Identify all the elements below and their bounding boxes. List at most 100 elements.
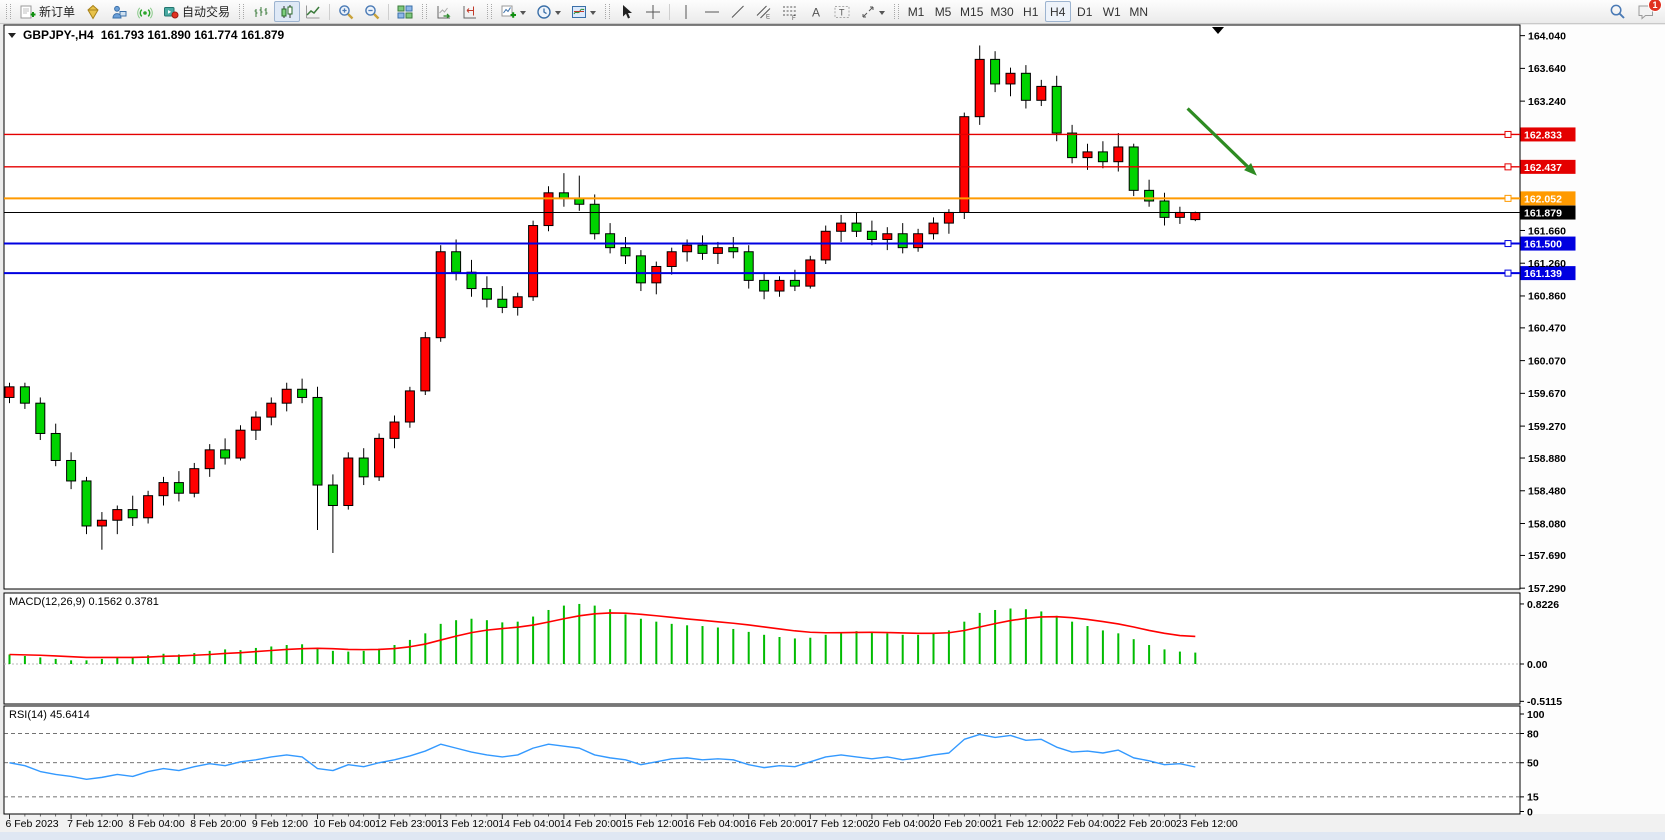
main-chart-panel[interactable] — [3, 24, 1521, 590]
line-handle[interactable] — [1504, 130, 1512, 138]
line-handle[interactable] — [1504, 194, 1512, 202]
candle — [389, 415, 400, 449]
periods-clock-icon — [537, 4, 551, 19]
price-axis[interactable] — [1520, 25, 1665, 814]
arrows-button[interactable] — [855, 1, 890, 22]
candle — [19, 382, 30, 409]
time-axis[interactable] — [0, 814, 1665, 832]
tile-windows-button[interactable] — [392, 1, 418, 22]
symbol-dropdown-icon[interactable] — [8, 33, 16, 42]
ohlc-values: 161.793 161.890 161.774 161.879 — [100, 28, 285, 42]
timeframe-button-h4[interactable]: H4 — [1044, 1, 1071, 22]
chart-shift-marker[interactable] — [1212, 27, 1224, 34]
trend-arrow-annotation[interactable] — [1186, 107, 1257, 176]
candle — [173, 471, 184, 502]
line-handle[interactable] — [1504, 269, 1512, 277]
autotrading-icon — [164, 6, 179, 18]
hline-162.833[interactable] — [4, 130, 1520, 138]
hline-161.139[interactable] — [4, 269, 1520, 277]
price-tick-label: 159.270 — [1528, 421, 1566, 433]
candle — [820, 225, 831, 265]
candle — [512, 292, 523, 316]
vertical-line-button[interactable] — [673, 1, 699, 22]
candle — [1020, 65, 1031, 109]
signals-button[interactable] — [132, 1, 158, 22]
candle — [913, 228, 924, 252]
line-chart-icon — [306, 5, 320, 18]
new-order-button[interactable]: 新订单 — [15, 1, 80, 22]
autotrading-button[interactable]: 自动交易 — [158, 1, 235, 22]
horizontal-line-button[interactable] — [699, 1, 725, 22]
candle — [1097, 141, 1108, 169]
zoom-out-button[interactable] — [359, 1, 385, 22]
candle — [882, 227, 893, 251]
toolbar-grip — [487, 4, 493, 19]
rsi-panel[interactable] — [3, 705, 1521, 815]
svg-text:161.879: 161.879 — [1524, 208, 1562, 220]
timeframe-button-m15[interactable]: M15 — [957, 1, 986, 22]
text-label-button[interactable]: T — [829, 1, 855, 22]
candle — [990, 51, 1001, 93]
candle — [836, 214, 847, 242]
price-tick-label: 157.690 — [1528, 550, 1566, 562]
candle — [189, 462, 200, 498]
chart-shift-icon — [463, 5, 477, 18]
candle — [81, 476, 92, 535]
fibonacci-button[interactable]: F — [777, 1, 803, 22]
line-handle[interactable] — [1504, 240, 1512, 248]
candle — [35, 397, 46, 441]
hline-161.500[interactable] — [4, 240, 1520, 248]
equidistant-channel-button[interactable]: E — [751, 1, 777, 22]
cursor-button[interactable] — [614, 1, 640, 22]
new-order-label: 新订单 — [39, 5, 76, 19]
candle — [1051, 75, 1062, 142]
zoom-out-icon — [365, 4, 380, 19]
price-tag-162.437: 162.437 — [1520, 159, 1576, 174]
trendline-button[interactable] — [725, 1, 751, 22]
svg-text:162.052: 162.052 — [1524, 193, 1562, 205]
price-tag-161.139: 161.139 — [1520, 266, 1576, 281]
timeframe-button-mn[interactable]: MN — [1126, 1, 1152, 22]
timeframe-button-m5[interactable]: M5 — [930, 1, 956, 22]
time-tick-label: 10 Feb 04:00 — [314, 818, 376, 830]
timeframe-button-h1[interactable]: H1 — [1018, 1, 1044, 22]
line-chart-button[interactable] — [300, 1, 326, 22]
zoom-in-button[interactable] — [333, 1, 359, 22]
timeframe-button-w1[interactable]: W1 — [1099, 1, 1125, 22]
chat-button[interactable]: 1 — [1637, 0, 1662, 21]
svg-text:F: F — [792, 16, 796, 20]
macd-panel[interactable] — [3, 592, 1521, 705]
text-button[interactable]: A — [803, 1, 829, 22]
candle — [666, 247, 677, 275]
timeframe-button-m30[interactable]: M30 — [987, 1, 1016, 22]
toolbar-right-tools: 1 — [1604, 0, 1663, 22]
toolbar-grip — [239, 4, 245, 19]
candle — [96, 512, 107, 550]
time-tick-label: 23 Feb 12:00 — [1176, 818, 1238, 830]
indicators-icon — [501, 5, 517, 18]
autotrading-label: 自动交易 — [182, 5, 231, 19]
candlestick-chart-button[interactable] — [274, 1, 301, 22]
time-tick-label: 20 Feb 04:00 — [868, 818, 930, 830]
timeframe-button-m1[interactable]: M1 — [903, 1, 929, 22]
search-button[interactable] — [1604, 1, 1631, 22]
indicators-button[interactable] — [496, 1, 531, 22]
timeframe-button-d1[interactable]: D1 — [1072, 1, 1098, 22]
community-button[interactable] — [106, 1, 132, 22]
periods-button[interactable] — [531, 1, 566, 22]
candlestick-chart-icon — [281, 4, 293, 18]
auto-scroll-button[interactable] — [431, 1, 457, 22]
market-button[interactable] — [80, 1, 106, 22]
candle — [297, 378, 308, 404]
hline-162.052[interactable] — [4, 194, 1520, 202]
line-handle[interactable] — [1504, 163, 1512, 171]
candle — [605, 223, 616, 254]
chart-shift-button[interactable] — [457, 1, 483, 22]
candle — [358, 448, 369, 486]
bar-chart-button[interactable] — [248, 1, 274, 22]
crosshair-button[interactable] — [640, 1, 666, 22]
hline-162.437[interactable] — [4, 163, 1520, 171]
price-tag-161.879: 161.879 — [1520, 205, 1576, 220]
templates-button[interactable] — [566, 1, 601, 22]
